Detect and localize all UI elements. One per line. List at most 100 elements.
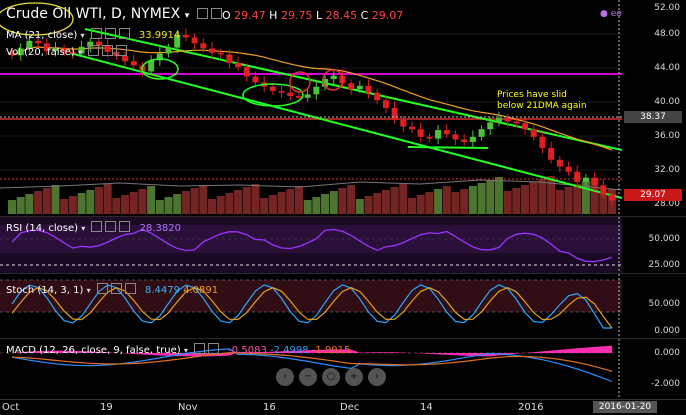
candle-body [217,52,224,55]
scroll-left-icon[interactable]: ‹ [276,368,294,386]
settings-icon[interactable] [91,221,103,232]
settings-icon[interactable] [96,283,108,294]
volume-bar [121,195,130,214]
volume-bar [77,193,86,214]
volume-bar [42,188,51,214]
settings-icon[interactable] [194,343,206,354]
candle-body [600,185,607,195]
rsi-axis: 50.000 25.000 [648,234,681,270]
volume-bar [25,194,34,214]
volume-bar [321,194,330,214]
eod-label: ● eod data [600,9,622,19]
volume-bar [364,196,373,214]
visibility-icon[interactable] [208,343,220,354]
candle-body [530,129,537,137]
volume-bar [373,193,382,214]
settings-icon[interactable] [196,8,208,19]
volume-bar [112,198,121,214]
volume-bar [521,185,530,214]
volume-bar [460,189,469,214]
chart-navigation[interactable]: ‹ − ○ + › [276,364,386,386]
candle-body [609,194,615,201]
price-tick: 52.00 [654,3,680,13]
price-axis[interactable]: 52.00 48.00 44.00 40.00 36.00 32.00 28.0… [622,0,686,216]
candle-body [165,47,172,54]
volume-bar [564,187,573,214]
zoom-in-icon[interactable]: + [345,368,363,386]
volume-bar [442,186,451,214]
close-icon[interactable] [118,28,130,39]
candle-body [35,40,42,44]
rsi-pane[interactable]: RSI (14, close) ▾ 28.3820 [0,217,622,273]
volume-bar [173,194,182,214]
time-tick: Dec [340,402,360,413]
visibility-icon[interactable] [102,45,114,56]
visibility-icon[interactable] [110,283,122,294]
volume-bar [260,198,269,214]
chevron-down-icon[interactable]: ▾ [184,11,190,21]
price-chart[interactable]: Prices have slid below 21DMA again [0,0,622,216]
volume-bar [590,178,599,214]
candle-body [9,52,15,56]
volume-bar [225,193,234,214]
visibility-icon[interactable] [105,221,117,232]
volume-bar [286,189,295,214]
candle-body [417,129,424,137]
rsi-legend[interactable]: RSI (14, close) ▾ 28.3820 [6,221,182,234]
volume-bar [581,181,590,214]
volume-bar [381,190,390,214]
candle-body [322,79,329,87]
candle-body [235,62,242,68]
highlight-ellipse [141,58,179,80]
close-icon[interactable] [119,221,131,232]
candle-body [522,123,529,130]
volume-bar [573,184,582,214]
stoch-pane[interactable]: Stoch (14, 3, 1) ▾ 8.4479 4.0891 [0,274,622,338]
candle-body [17,48,24,56]
ma-legend[interactable]: MA (21, close) ▾ 33.9914 [6,28,181,41]
volume-bar [164,197,173,214]
volume-bar [234,190,243,214]
candle-body [156,53,163,61]
price-tick: 36.00 [654,131,680,141]
close-icon[interactable] [124,283,136,294]
volume-bar [599,192,608,214]
candle-body [174,34,181,48]
time-tick: Oct [2,402,20,413]
macd-legend[interactable]: MACD (12, 26, close, 9, false, true) ▾ -… [6,343,351,356]
volume-bar [34,191,43,214]
settings-icon[interactable] [88,45,100,56]
reset-icon[interactable]: ○ [322,368,340,386]
price-pane[interactable]: Prices have slid below 21DMA again Crude… [0,0,622,216]
stoch-d-line [11,287,613,329]
close-icon[interactable] [116,45,128,56]
stoch-legend[interactable]: Stoch (14, 3, 1) ▾ 8.4479 4.0891 [6,283,219,296]
annotation-line2: below 21DMA again [497,101,587,111]
time-tick: Nov [178,402,198,413]
candle-body [278,90,285,93]
candle-body [78,46,85,54]
annotation-line1: Prices have slid [497,90,567,100]
price-tick: 28.00 [654,199,680,209]
candle-body [269,86,276,91]
visibility-icon[interactable] [104,28,116,39]
settings-icon[interactable] [90,28,102,39]
price-marker-last: 29.07 [624,189,682,201]
scroll-right-icon[interactable]: › [368,368,386,386]
candle-body [348,83,355,90]
visibility-icon[interactable] [210,8,222,19]
volume-bar [399,184,408,214]
candle-body [391,107,398,120]
vol-legend[interactable]: Vol (20, false) ▾ [6,45,128,58]
candle-body [435,130,442,139]
macd-pane[interactable]: MACD (12, 26, close, 9, false, true) ▾ -… [0,339,622,399]
candle-body [443,130,450,135]
time-axis[interactable] [0,399,686,415]
volume-bar [129,192,138,214]
candle-body [209,48,215,53]
instrument-title[interactable]: Crude Oil WTI, D, NYMEX ▾ [6,6,222,22]
volume-bars [8,176,616,214]
candle-body [243,67,250,77]
volume-bar [312,197,321,214]
zoom-out-icon[interactable]: − [299,368,317,386]
